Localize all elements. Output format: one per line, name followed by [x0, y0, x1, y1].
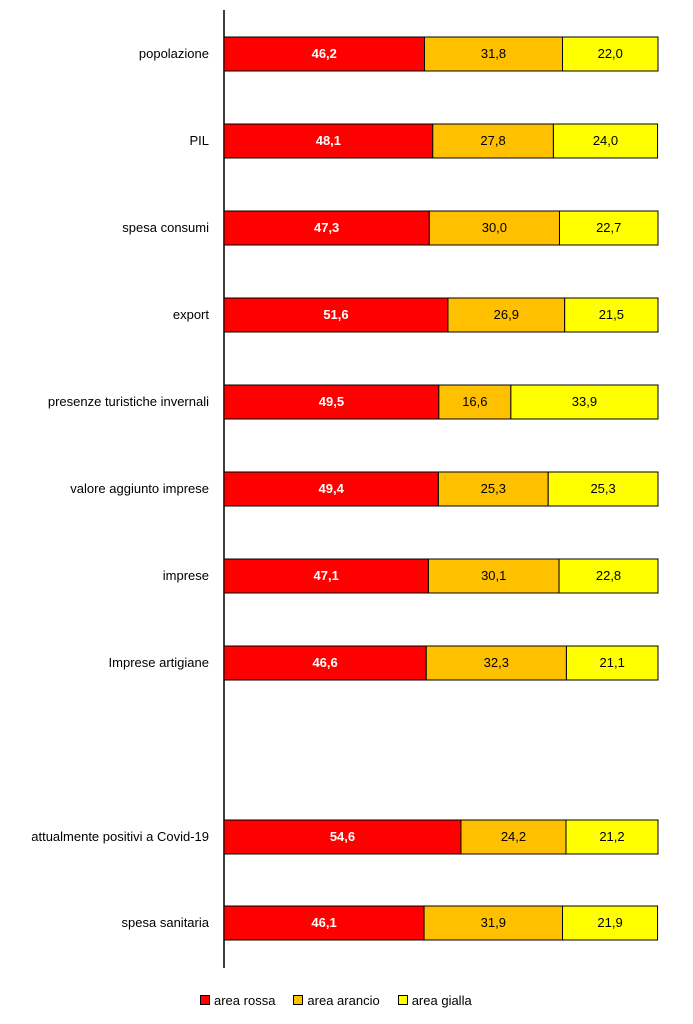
bar-segment	[223, 819, 462, 855]
data-label: 25,3	[481, 481, 506, 496]
bar-segment	[564, 297, 659, 333]
bar-segment	[460, 819, 567, 855]
bar-segment	[565, 645, 659, 681]
data-label: 33,9	[572, 394, 597, 409]
data-label: 54,6	[330, 829, 355, 844]
legend-item: area gialla	[397, 992, 472, 1008]
data-label: 48,1	[316, 133, 341, 148]
bars-group: 46,2 31,8 22,0 48,1 27,8 24,0 47,3 30,0 22,7 51,6…	[223, 36, 659, 941]
data-label: 16,6	[462, 394, 487, 409]
bar-segment	[223, 384, 440, 420]
data-label: 30,0	[482, 220, 507, 235]
data-label: 47,3	[314, 220, 339, 235]
data-label: 49,5	[319, 394, 344, 409]
bar-segment	[424, 36, 564, 72]
category-label: spesa sanitaria	[122, 915, 210, 930]
data-label: 30,1	[481, 568, 506, 583]
bar-segment	[437, 471, 549, 507]
bar-segment	[552, 123, 659, 159]
data-label: 46,1	[311, 915, 336, 930]
data-label: 46,2	[312, 46, 337, 61]
category-label: spesa consumi	[122, 220, 209, 235]
bar-segment	[558, 210, 659, 246]
category-labels-group: popolazione PIL spesa consumi export presenz…	[31, 46, 210, 930]
data-label: 22,7	[596, 220, 621, 235]
bar-segment	[223, 558, 429, 594]
legend-swatch	[293, 995, 304, 1005]
bar-segment	[565, 819, 659, 855]
category-label: Imprese artigiane	[109, 655, 209, 670]
data-label: 21,2	[599, 829, 624, 844]
bar-segment	[562, 905, 659, 941]
category-label: popolazione	[139, 46, 209, 61]
bar-segment	[438, 384, 512, 420]
bar-segment	[547, 471, 659, 507]
bar-segment	[510, 384, 659, 420]
bar-segment	[427, 558, 560, 594]
data-label: 22,8	[596, 568, 621, 583]
data-label: 26,9	[494, 307, 519, 322]
data-label: 22,0	[598, 46, 623, 61]
category-label: export	[173, 307, 210, 322]
legend-item: area arancio	[293, 992, 380, 1008]
bar-segment	[223, 905, 425, 941]
bar-segment	[223, 297, 449, 333]
bar-segment	[425, 645, 567, 681]
legend-item: area rossa	[200, 993, 275, 1008]
category-label: attualmente positivi a Covid-19	[31, 829, 209, 844]
data-label: 46,6	[312, 655, 337, 670]
legend-label: area rossa	[214, 992, 276, 1008]
bar-segment	[447, 297, 566, 333]
data-label: 25,3	[590, 481, 615, 496]
category-label: imprese	[163, 568, 209, 583]
data-label: 47,1	[314, 568, 339, 583]
category-label: PIL	[189, 133, 209, 148]
bar-segment	[562, 36, 659, 72]
data-label: 21,5	[599, 307, 624, 322]
legend-swatch	[200, 995, 210, 1005]
data-label: 21,1	[600, 655, 625, 670]
data-label: 32,3	[484, 655, 509, 670]
data-label: 31,9	[481, 915, 506, 930]
category-label: valore aggiunto imprese	[70, 481, 209, 496]
legend-label: area arancio	[307, 992, 380, 1008]
legend: area rossa area arancio area gialla	[200, 990, 472, 1010]
data-label: 24,2	[501, 829, 526, 844]
bar-segment	[223, 471, 439, 507]
data-label: 49,4	[319, 481, 345, 496]
data-label: 51,6	[323, 307, 348, 322]
legend-label: area gialla	[411, 992, 472, 1008]
bar-segment	[558, 558, 659, 594]
legend-swatch	[397, 995, 408, 1005]
data-label: 24,0	[593, 133, 618, 148]
category-label: presenze turistiche invernali	[48, 394, 209, 409]
data-label: 31,8	[481, 46, 506, 61]
data-label: 21,9	[597, 915, 622, 930]
data-label: 27,8	[480, 133, 505, 148]
bar-segment	[423, 905, 564, 941]
